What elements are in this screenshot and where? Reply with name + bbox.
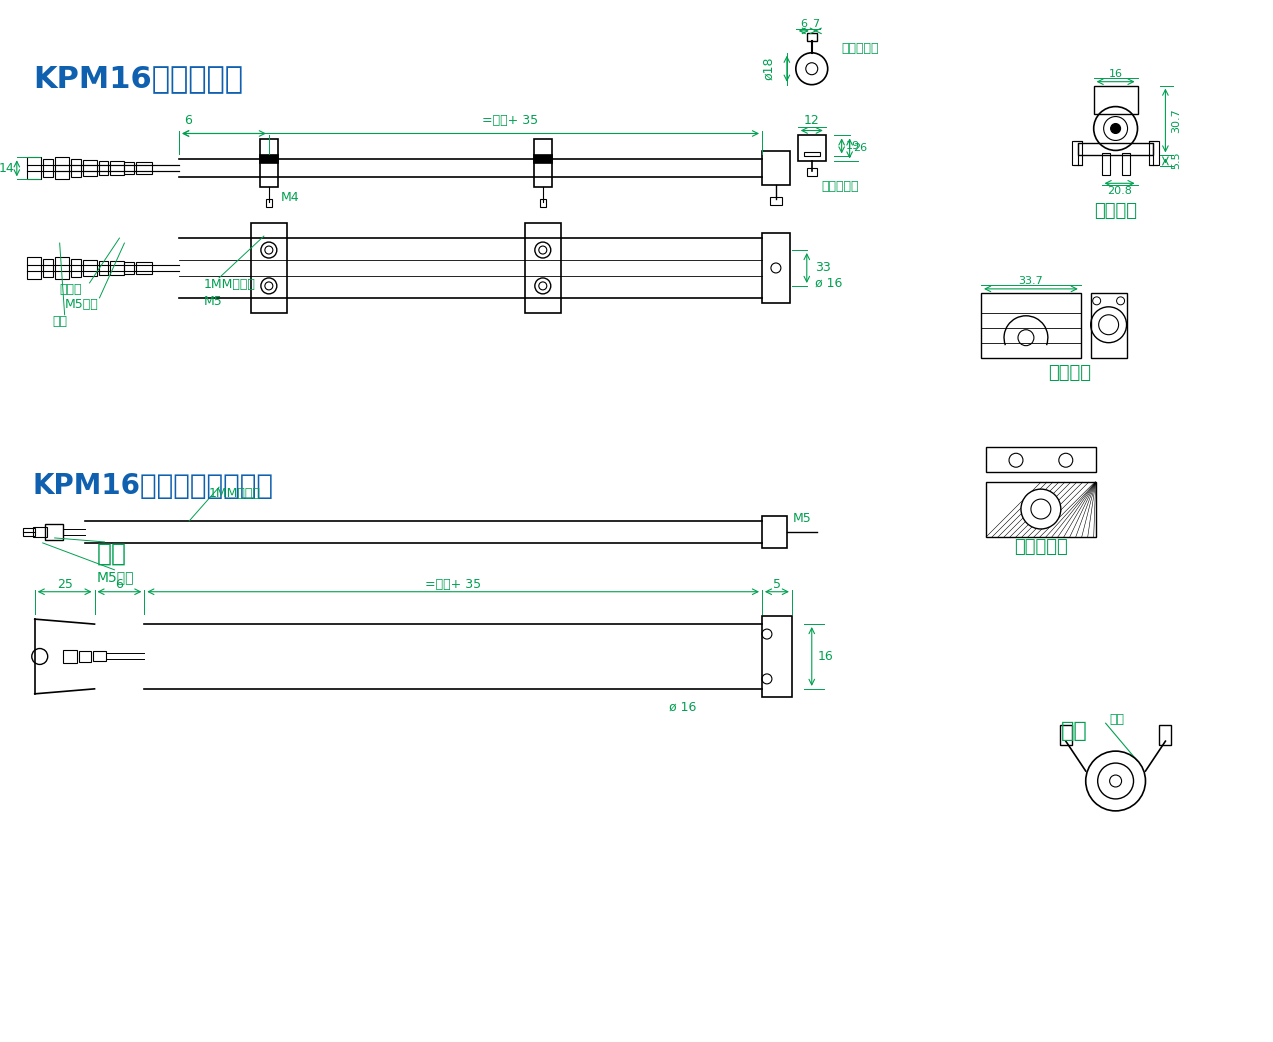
Bar (79, 650, 90, 663)
Bar (136, 163, 153, 174)
Text: （直出线）: （直出线） (841, 43, 880, 55)
Text: 五金支架: 五金支架 (1094, 202, 1137, 220)
Circle shape (1110, 124, 1120, 133)
Bar (533, 140, 551, 188)
Bar (98, 260, 108, 275)
Bar (770, 197, 782, 205)
Text: 16: 16 (817, 650, 834, 663)
Bar (798, 135, 826, 162)
Text: 塑胶支架: 塑胶支架 (1048, 364, 1091, 381)
Bar (533, 155, 551, 164)
Bar (83, 260, 97, 276)
Text: 33: 33 (815, 262, 830, 274)
Bar (1101, 153, 1110, 175)
Text: 平垫片: 平垫片 (60, 283, 83, 296)
Bar (1150, 142, 1160, 166)
Bar (55, 257, 69, 279)
Text: 14: 14 (0, 162, 15, 175)
Bar (1078, 144, 1153, 155)
Bar (260, 155, 278, 164)
Bar (763, 233, 789, 303)
Bar (27, 257, 41, 279)
Bar (136, 262, 153, 274)
Bar (763, 151, 789, 185)
Text: 33.7: 33.7 (1018, 276, 1044, 286)
Text: 26: 26 (854, 144, 868, 153)
Text: 5.5: 5.5 (1171, 151, 1181, 169)
Text: M5: M5 (792, 512, 811, 524)
Bar (540, 199, 546, 207)
Text: M5: M5 (204, 295, 223, 307)
Bar (266, 199, 272, 207)
Bar (987, 447, 1096, 472)
Text: （侧出线）: （侧出线） (822, 180, 859, 193)
Bar (55, 157, 69, 179)
Bar (251, 223, 286, 313)
Text: =型号+ 35: =型号+ 35 (425, 578, 481, 591)
Bar (1160, 725, 1171, 745)
Bar (93, 651, 107, 662)
Text: KPM16改装型安装尺寸图: KPM16改装型安装尺寸图 (33, 472, 274, 500)
Text: 19: 19 (845, 142, 859, 151)
Bar (1094, 85, 1138, 114)
Bar (83, 160, 97, 176)
Bar (70, 259, 80, 277)
Text: ø 16: ø 16 (815, 276, 843, 290)
Bar (803, 152, 820, 156)
Text: 6: 6 (116, 578, 123, 591)
Bar (98, 162, 108, 175)
Text: 25: 25 (57, 578, 73, 591)
Bar (27, 157, 41, 179)
Text: 弹介: 弹介 (52, 315, 67, 328)
Text: 6: 6 (185, 114, 192, 126)
Bar (45, 524, 62, 540)
Text: M4: M4 (281, 191, 299, 204)
Text: KPM16安装尺寸图: KPM16安装尺寸图 (33, 64, 243, 93)
Text: 7: 7 (812, 19, 820, 29)
Text: 16: 16 (1109, 69, 1123, 79)
Bar (125, 262, 135, 274)
Bar (1091, 293, 1127, 357)
Text: 20.8: 20.8 (1108, 187, 1132, 196)
Text: 6: 6 (801, 19, 807, 29)
Text: 5: 5 (773, 578, 780, 591)
Circle shape (1021, 489, 1060, 529)
Bar (1072, 142, 1082, 166)
Text: =型号+ 35: =型号+ 35 (482, 114, 538, 126)
Bar (43, 259, 52, 277)
Text: M5螺母: M5螺母 (65, 298, 98, 311)
Bar (70, 159, 80, 177)
Text: 1MM胶垫片: 1MM胶垫片 (209, 487, 261, 500)
Bar (33, 527, 47, 537)
Text: 电线: 电线 (1110, 713, 1124, 725)
Bar (524, 223, 560, 313)
Bar (763, 516, 787, 548)
Bar (111, 260, 125, 275)
Text: ø18: ø18 (763, 57, 775, 80)
Text: M5螺母: M5螺母 (97, 570, 134, 584)
Bar (807, 33, 817, 41)
Bar (987, 482, 1096, 537)
Text: 12: 12 (803, 114, 820, 127)
Text: 弹介: 弹介 (97, 542, 126, 566)
Text: 电线: 电线 (1060, 721, 1087, 741)
Bar (125, 163, 135, 174)
Bar (62, 649, 76, 664)
Text: 铝合金支架: 铝合金支架 (1015, 538, 1068, 555)
Bar (807, 169, 817, 176)
Text: 1MM胶垫片: 1MM胶垫片 (204, 278, 256, 291)
Bar (1060, 725, 1072, 745)
Bar (43, 159, 52, 177)
Bar (981, 293, 1081, 357)
Bar (763, 616, 792, 697)
Text: 30.7: 30.7 (1171, 108, 1181, 133)
Bar (111, 162, 125, 175)
Bar (23, 528, 34, 536)
Bar (260, 140, 278, 188)
Text: ø 16: ø 16 (668, 700, 696, 714)
Bar (1122, 153, 1129, 175)
